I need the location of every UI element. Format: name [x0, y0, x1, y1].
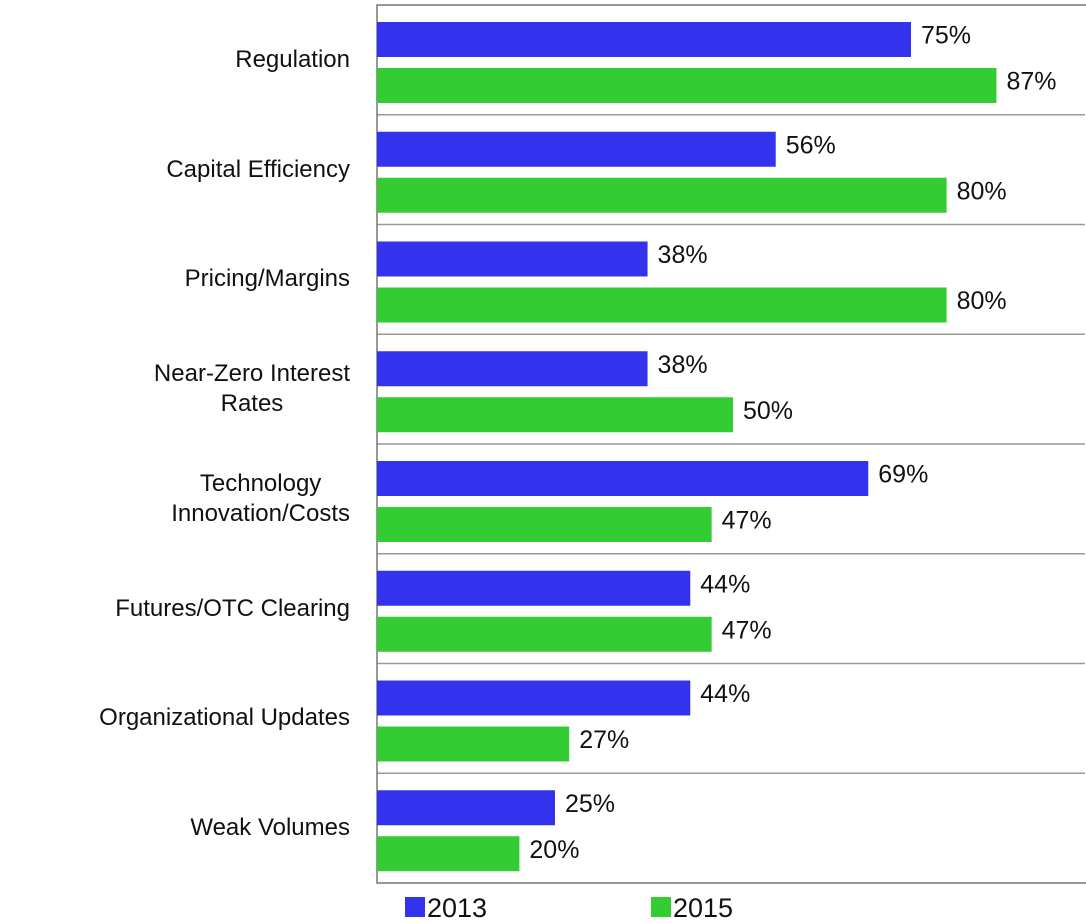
- legend-swatch: [405, 897, 425, 917]
- value-label: 80%: [957, 177, 1007, 205]
- bar: [377, 397, 733, 433]
- value-label: 20%: [529, 836, 579, 864]
- value-label: 38%: [658, 241, 708, 269]
- value-label: 44%: [700, 680, 750, 708]
- category-label: Capital Efficiency: [166, 155, 350, 183]
- bar: [377, 836, 520, 872]
- value-label: 56%: [786, 131, 836, 159]
- bar: [377, 68, 997, 103]
- bar: [377, 507, 712, 542]
- category-label: Futures/OTC Clearing: [115, 594, 350, 622]
- bar: [377, 22, 911, 57]
- category-label: Technology Innovation/Costs: [171, 469, 350, 527]
- bar: [377, 570, 691, 606]
- legend-swatch: [651, 897, 671, 917]
- value-label: 69%: [878, 461, 928, 489]
- value-label: 38%: [658, 351, 708, 379]
- category-label: Organizational Updates: [99, 704, 350, 732]
- value-label: 27%: [579, 726, 629, 754]
- value-label: 47%: [722, 507, 772, 535]
- bar: [377, 131, 776, 167]
- bar: [377, 680, 691, 716]
- bar: [377, 241, 648, 277]
- bar: [377, 790, 555, 826]
- bar: [377, 351, 648, 387]
- value-label: 75%: [921, 22, 971, 50]
- bar: [377, 616, 712, 652]
- legend-label: 2013: [427, 893, 487, 923]
- category-label: Pricing/Margins: [184, 265, 350, 293]
- category-label: Regulation: [235, 45, 350, 73]
- category-label: Near-Zero Interest Rates: [153, 360, 350, 418]
- legend-label: 2015: [673, 893, 733, 923]
- plot-border: [376, 4, 1086, 884]
- value-label: 44%: [700, 570, 750, 598]
- bar: [377, 287, 947, 323]
- value-label: 50%: [743, 397, 793, 425]
- value-label: 25%: [565, 790, 615, 818]
- bar: [377, 726, 570, 762]
- value-label: 80%: [957, 287, 1007, 315]
- category-label: Weak Volumes: [190, 814, 350, 842]
- bar: [377, 461, 869, 496]
- value-label: 47%: [722, 616, 772, 644]
- value-label: 87%: [1006, 68, 1056, 96]
- bar: [377, 177, 947, 213]
